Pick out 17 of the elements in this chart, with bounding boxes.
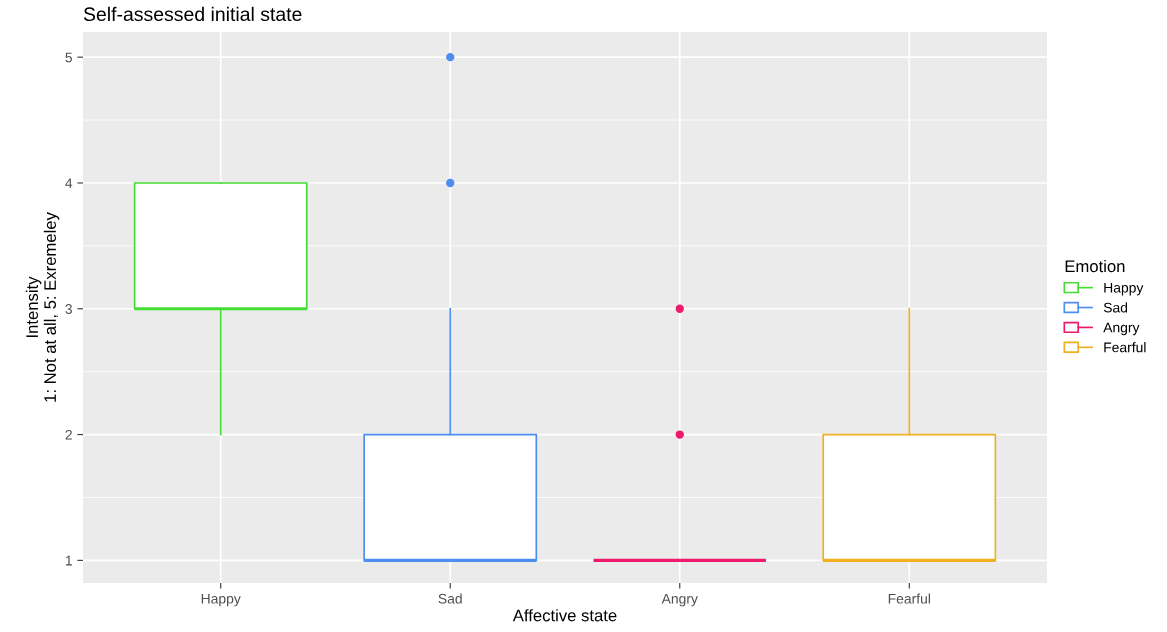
x-tick-label: Fearful: [888, 593, 930, 604]
legend-title: Emotion: [1065, 259, 1125, 273]
chart-title: Self-assessed initial state: [83, 6, 302, 22]
legend-label: Angry: [1103, 322, 1140, 336]
y-tick-label: 1: [65, 555, 72, 566]
x-tick-label: Happy: [201, 593, 241, 607]
x-axis-title: Affective state: [512, 609, 617, 622]
x-tick-label: Angry: [661, 593, 698, 607]
legend-label: Happy: [1104, 282, 1144, 296]
y-tick-label: 2: [65, 429, 72, 440]
legend-label: Fearful: [1104, 342, 1146, 353]
y-tick-label: 4: [65, 178, 73, 188]
y-tick-label: 3: [65, 304, 72, 314]
x-tick-label: Sad: [438, 593, 462, 604]
y-axis-title: Intensity 1: Not at all, 5: Exremeley: [25, 212, 60, 402]
legend-label: Sad: [1103, 302, 1128, 313]
y-tick-label: 5: [65, 52, 72, 63]
